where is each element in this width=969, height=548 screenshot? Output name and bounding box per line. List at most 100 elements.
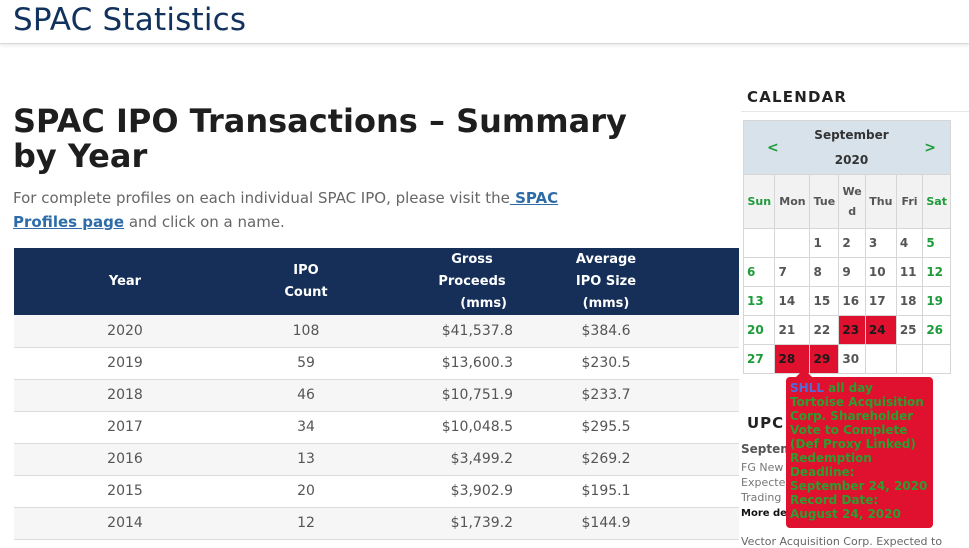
- cell-count: 20: [236, 475, 376, 508]
- upcoming-more-link[interactable]: More de: [741, 508, 787, 519]
- calendar-week: 13 14 15 16 17 18 19: [742, 286, 951, 316]
- calendar-day[interactable]: 12: [922, 257, 951, 287]
- tooltip-when: all day: [823, 381, 873, 395]
- calendar-day[interactable]: 10: [864, 257, 897, 287]
- calendar-day-event[interactable]: 28: [774, 344, 811, 374]
- calendar-day[interactable]: 20: [742, 315, 776, 345]
- cell-count: 59: [236, 347, 376, 380]
- calendar-nav-row: < September 2020 >: [743, 120, 951, 175]
- calendar-week: 6 7 8 9 10 11 12: [742, 257, 951, 287]
- dow-fri: Fri: [895, 174, 924, 229]
- calendar-week: 1 2 3 4 5: [742, 228, 951, 258]
- calendar-widget: < September 2020 > Sun Mon Tue We d Thu Fr…: [742, 120, 951, 374]
- cell-spacer: [671, 379, 739, 412]
- table-row: 2014 12 $1,739.2 $144.9: [14, 507, 739, 540]
- calendar-day-event[interactable]: 29: [809, 344, 840, 374]
- calendar-day[interactable]: 3: [864, 228, 897, 258]
- dow-mon: Mon: [774, 174, 811, 229]
- intro-text: For complete profiles on each individual…: [13, 186, 573, 234]
- calendar-day[interactable]: 5: [922, 228, 951, 258]
- calendar-week: 20 21 22 23 24 25 26: [742, 315, 951, 345]
- calendar-day[interactable]: 8: [809, 257, 840, 287]
- calendar-day[interactable]: 17: [864, 286, 897, 316]
- cell-year: 2019: [14, 347, 236, 380]
- page-title: SPAC IPO Transactions – Summary by Year: [13, 102, 627, 175]
- dow-sun: Sun: [742, 174, 776, 229]
- cell-spacer: [671, 475, 739, 508]
- col-ipo-count: IPO Count: [236, 248, 376, 315]
- calendar-prev-button[interactable]: <: [767, 139, 779, 156]
- calendar-day[interactable]: 30: [838, 344, 866, 374]
- cell-gross: $3,902.9: [376, 475, 541, 508]
- calendar-nav: < September 2020 >: [743, 120, 951, 175]
- calendar-day[interactable]: 2: [838, 228, 866, 258]
- cell-avg: $230.5: [541, 347, 671, 380]
- col-gross-proceeds: Gross Proceeds (mms): [376, 248, 541, 315]
- cell-year: 2020: [14, 315, 236, 348]
- table-row: 2016 13 $3,499.2 $269.2: [14, 443, 739, 476]
- calendar-day[interactable]: 21: [774, 315, 811, 345]
- calendar-day-empty: [774, 228, 811, 258]
- upcoming-next-item[interactable]: Vector Acquisition Corp. Expected to: [741, 535, 943, 548]
- cell-year: 2018: [14, 379, 236, 412]
- cell-gross: $3,499.2: [376, 443, 541, 476]
- summary-table: Year IPO Count Gross Proceeds (mms) Average…: [14, 248, 739, 540]
- calendar-week: 27 28 29 30: [742, 344, 951, 374]
- calendar-day[interactable]: 1: [809, 228, 840, 258]
- calendar-day[interactable]: 11: [895, 257, 924, 287]
- calendar-day-event[interactable]: 24: [864, 315, 897, 345]
- calendar-day-empty: [742, 228, 776, 258]
- calendar-day[interactable]: 4: [895, 228, 924, 258]
- calendar-day[interactable]: 25: [895, 315, 924, 345]
- col-year: Year: [14, 248, 236, 315]
- calendar-day[interactable]: 6: [742, 257, 776, 287]
- dow-thu: Thu: [864, 174, 897, 229]
- tooltip-ticker[interactable]: SHLL: [790, 381, 824, 395]
- cell-gross: $13,600.3: [376, 347, 541, 380]
- dow-tue: Tue: [809, 174, 840, 229]
- cell-gross: $10,048.5: [376, 411, 541, 444]
- table-header-row: Year IPO Count Gross Proceeds (mms) Average…: [14, 248, 739, 315]
- calendar-heading: CALENDAR: [741, 88, 969, 112]
- calendar-day[interactable]: 19: [922, 286, 951, 316]
- calendar-day[interactable]: 15: [809, 286, 840, 316]
- cell-count: 34: [236, 411, 376, 444]
- calendar-day[interactable]: 14: [774, 286, 811, 316]
- cell-avg: $233.7: [541, 379, 671, 412]
- calendar-day[interactable]: 26: [922, 315, 951, 345]
- calendar-month-label: September 2020: [814, 127, 889, 167]
- site-title[interactable]: SPAC Statistics: [13, 2, 247, 38]
- calendar-day-empty: [895, 344, 924, 374]
- calendar-day[interactable]: 16: [838, 286, 866, 316]
- calendar-day[interactable]: 7: [774, 257, 811, 287]
- cell-year: 2014: [14, 507, 236, 540]
- dow-wed: We d: [838, 174, 866, 229]
- calendar-next-button[interactable]: >: [924, 139, 936, 156]
- event-tooltip: SHLL all day Tortoise Acquisition Corp. …: [786, 369, 933, 528]
- calendar-day[interactable]: 22: [809, 315, 840, 345]
- table-row: 2017 34 $10,048.5 $295.5: [14, 411, 739, 444]
- upcoming-text: FG New Expecte Trading: [741, 461, 786, 504]
- table-row: 2015 20 $3,902.9 $195.1: [14, 475, 739, 508]
- calendar-day[interactable]: 13: [742, 286, 776, 316]
- cell-count: 13: [236, 443, 376, 476]
- upcoming-heading: UPC: [747, 414, 785, 432]
- calendar-day-empty: [922, 344, 951, 374]
- upcoming-date: Septem: [741, 442, 793, 456]
- cell-spacer: [671, 411, 739, 444]
- cell-avg: $195.1: [541, 475, 671, 508]
- cell-count: 12: [236, 507, 376, 540]
- calendar-day-event[interactable]: 23: [838, 315, 866, 345]
- table-row: 2018 46 $10,751.9 $233.7: [14, 379, 739, 412]
- cell-year: 2017: [14, 411, 236, 444]
- table-row: 2020 108 $41,537.8 $384.6: [14, 315, 739, 348]
- calendar-day[interactable]: 9: [838, 257, 866, 287]
- cell-avg: $295.5: [541, 411, 671, 444]
- spac-profiles-link[interactable]: SPAC Profiles page: [13, 189, 559, 231]
- cell-gross: $1,739.2: [376, 507, 541, 540]
- cell-spacer: [671, 315, 739, 348]
- calendar-day[interactable]: 27: [742, 344, 776, 374]
- site-header: SPAC Statistics: [0, 0, 969, 44]
- cell-year: 2015: [14, 475, 236, 508]
- calendar-day[interactable]: 18: [895, 286, 924, 316]
